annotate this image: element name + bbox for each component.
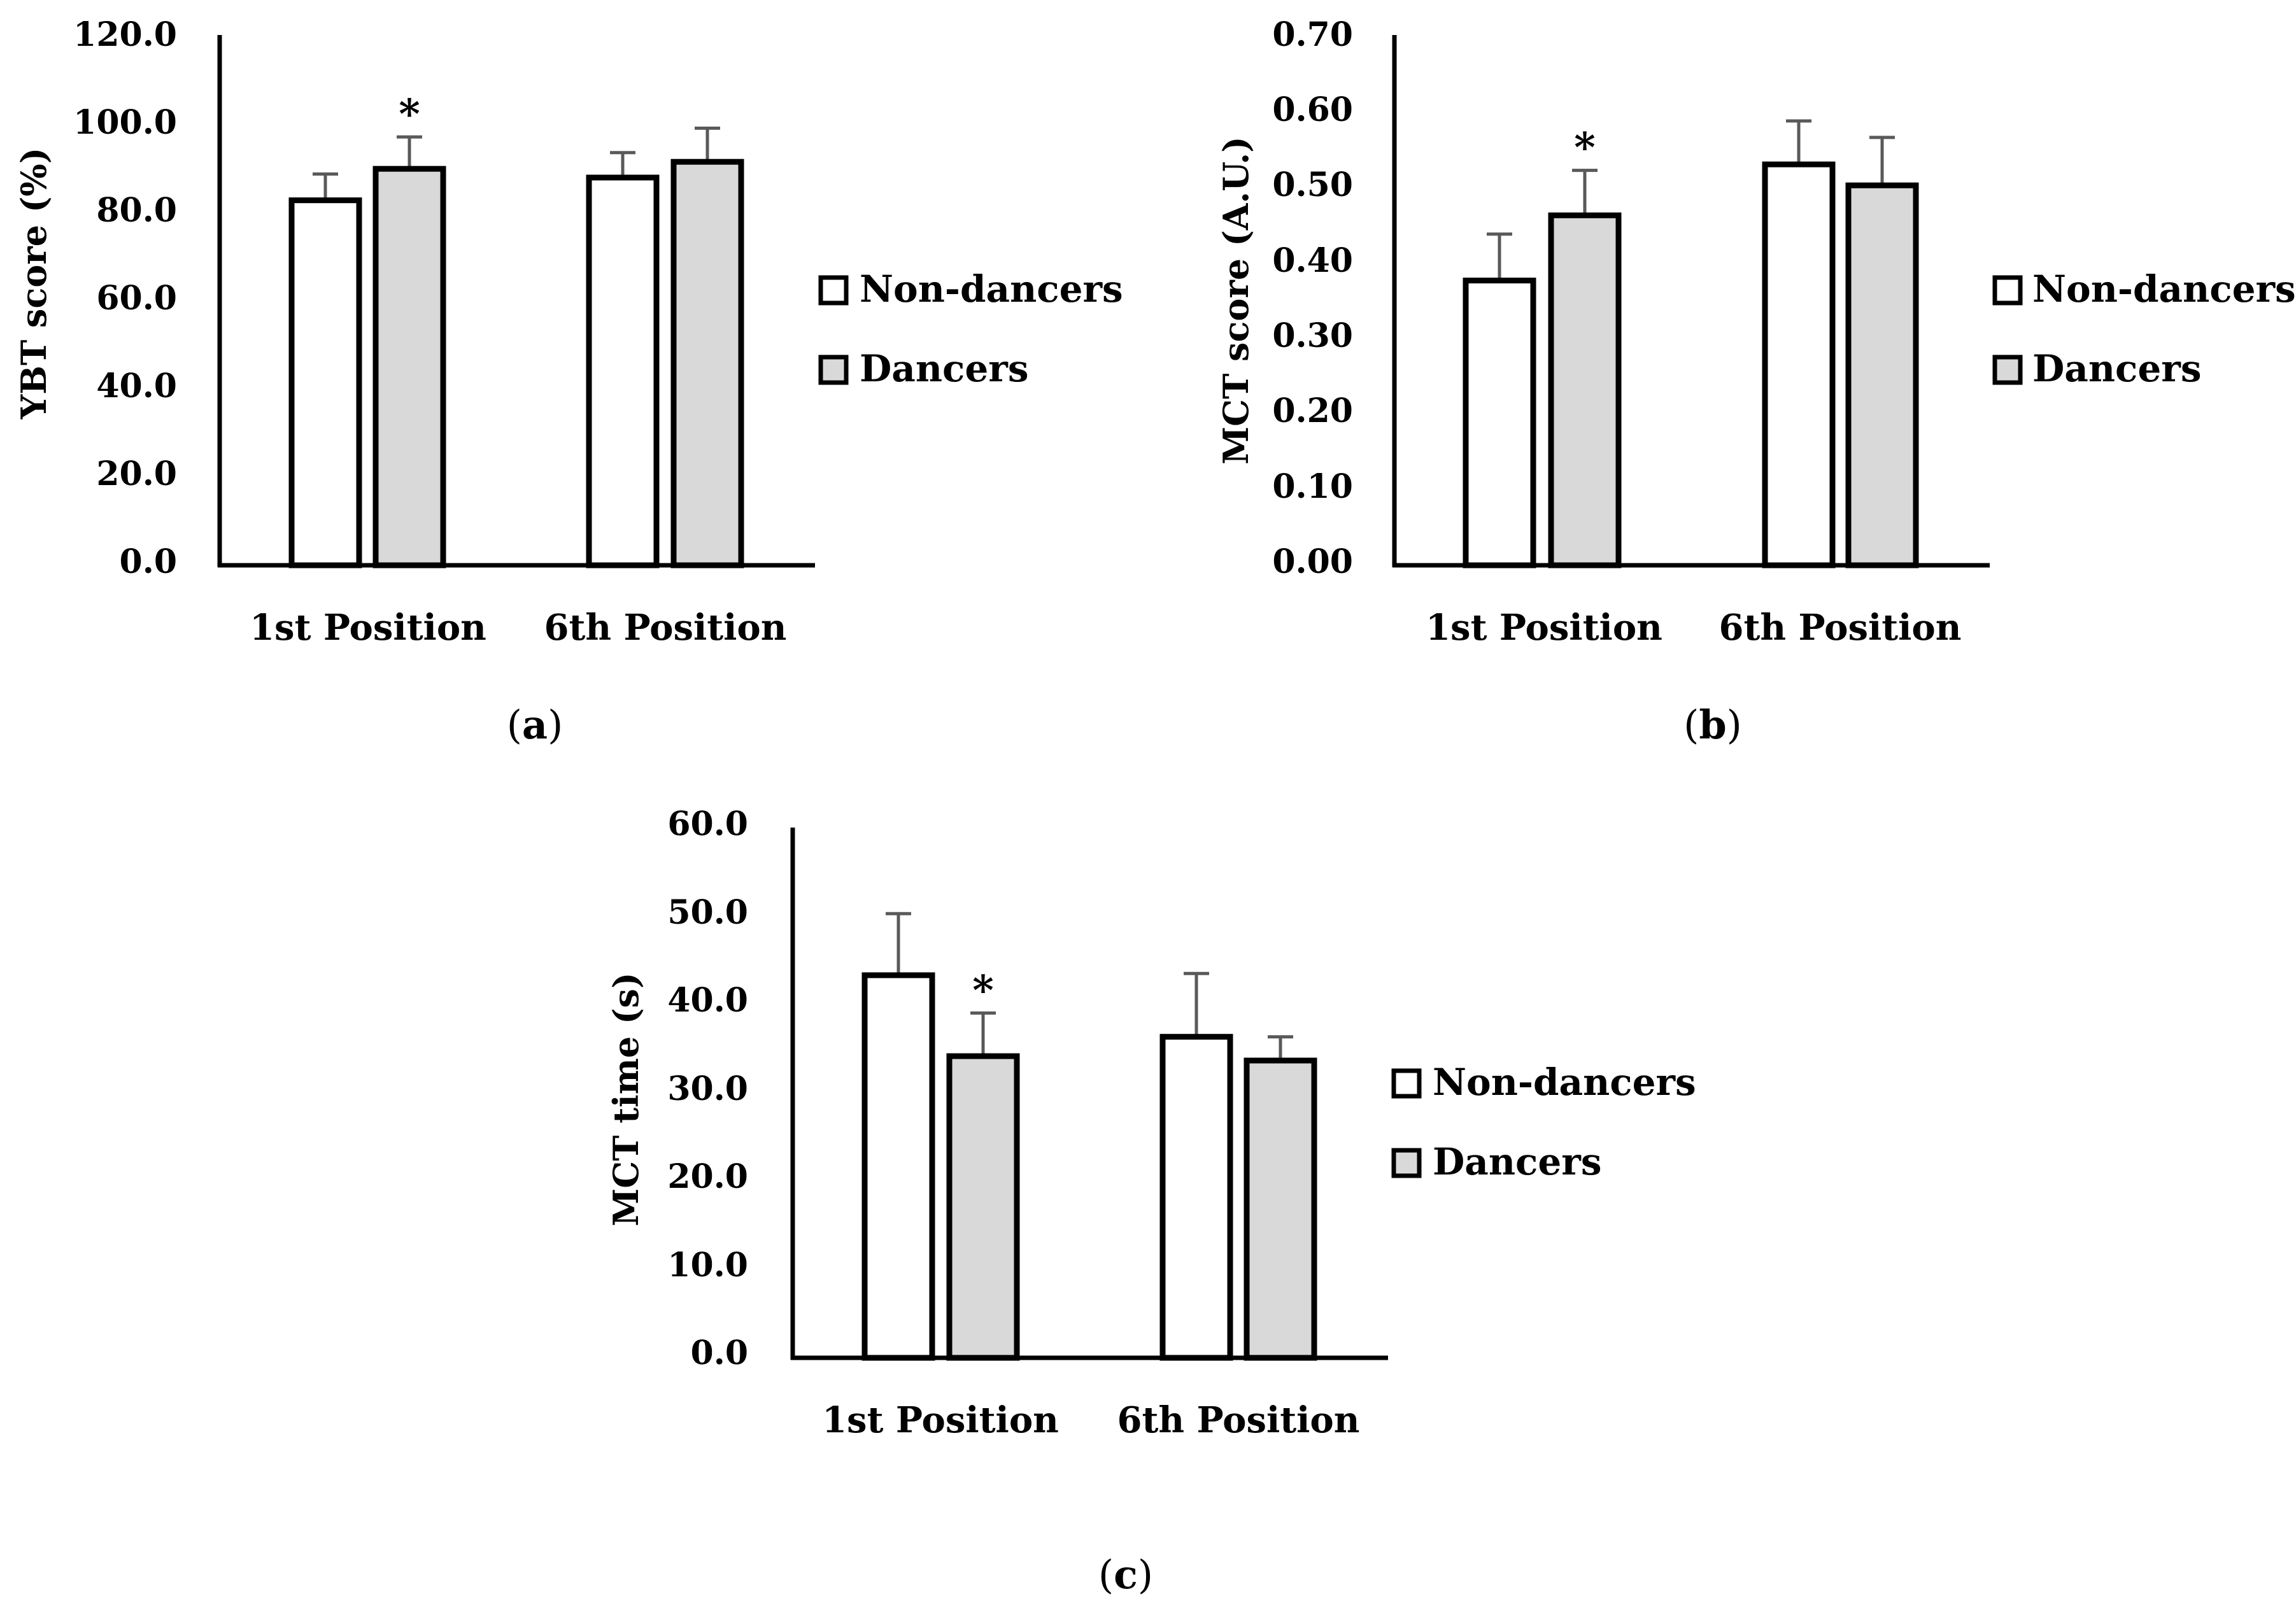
x-tick-label-1st-position: 1st Position [250,607,486,649]
bar-non-dancers [1159,1034,1233,1361]
legend-label-non-dancers: Non-dancers [860,267,1123,311]
y-tick-label: 20.0 [667,1157,748,1196]
y-tick-label: 0.70 [1272,15,1353,54]
panel-label-b: (b) [1683,702,1742,748]
x-tick-label-1st-position: 1st Position [1426,607,1662,649]
bars: * [1463,119,1919,568]
y-tick-label: 60.0 [96,279,177,318]
legend: Non-dancers Dancers [1391,1061,1696,1183]
y-tick-label: 100.0 [73,103,177,142]
legend-swatch-non-dancers [818,275,849,306]
y-tick-labels: 0.0 10.0 20.0 30.0 40.0 50.0 60.0 [667,805,748,1372]
y-tick-label: 10.0 [667,1246,748,1285]
y-tick-labels: 0.00 0.10 0.20 0.30 0.40 0.50 0.60 0.70 [1272,15,1353,581]
y-tick-label: 0.00 [1272,542,1353,581]
legend-swatch-dancers [1391,1148,1422,1178]
x-tick-label-6th-position: 6th Position [544,607,786,649]
legend-label-non-dancers: Non-dancers [2032,267,2296,311]
y-tick-label: 0.30 [1272,316,1353,355]
significance-asterisk: * [972,966,993,1014]
y-tick-label: 0.0 [120,542,177,581]
y-tick-label: 0.0 [691,1334,748,1372]
y-tick-label: 0.60 [1272,90,1353,129]
panel-letter: c [1114,1551,1138,1598]
y-tick-label: 0.40 [1272,241,1353,280]
y-tick-label: 0.10 [1272,467,1353,506]
y-axis-title: MCT score (A.U.) [1215,136,1256,464]
y-tick-label: 40.0 [667,981,748,1020]
y-tick-label: 40.0 [96,367,177,406]
y-tick-label: 50.0 [667,893,748,932]
bar-dancers [1548,212,1622,568]
panel-letter: b [1699,702,1726,748]
legend-label-non-dancers: Non-dancers [1433,1061,1696,1104]
bar-non-dancers [1463,278,1536,568]
bar-dancers [1845,182,1919,568]
bars: * [288,90,744,568]
bar-non-dancers [288,197,362,568]
panel-label-a: (a) [507,702,563,748]
y-axis-title: YBT score (%) [13,148,54,420]
legend: Non-dancers Dancers [1992,267,2296,390]
panel-label-c: (c) [1098,1551,1153,1598]
panel-letter: a [522,702,548,748]
legend-swatch-non-dancers [1992,275,2023,306]
x-tick-label-1st-position: 1st Position [822,1399,1059,1441]
legend-swatch-dancers [818,355,849,385]
x-tick-label-6th-position: 6th Position [1117,1399,1359,1441]
panel-a-ybt-score: YBT score (%) 0.0 20.0 40.0 60.0 80.0 10… [13,15,1123,748]
bar-dancers [1244,1057,1317,1361]
y-tick-label: 0.50 [1272,166,1353,204]
significance-asterisk: * [1574,124,1595,172]
y-tick-labels: 0.0 20.0 40.0 60.0 80.0 100.0 120.0 [73,15,177,581]
y-tick-label: 20.0 [96,455,177,493]
y-axis-title: MCT time (s) [606,973,646,1227]
panel-c-mct-time: MCT time (s) 0.0 10.0 20.0 30.0 40.0 50.… [606,805,1696,1598]
y-tick-label: 30.0 [667,1069,748,1108]
legend: Non-dancers Dancers [818,267,1123,390]
bars: * [861,912,1317,1361]
x-tick-label-6th-position: 6th Position [1718,607,1961,649]
legend-label-dancers: Dancers [2032,347,2201,390]
bar-dancers [946,1053,1020,1361]
bar-non-dancers [586,174,660,568]
y-tick-label: 60.0 [667,805,748,843]
legend-swatch-non-dancers [1391,1068,1422,1099]
y-tick-label: 80.0 [96,191,177,230]
panel-b-mct-score: MCT score (A.U.) 0.00 0.10 0.20 0.30 0.4… [1215,15,2296,748]
y-tick-label: 0.20 [1272,391,1353,430]
bar-non-dancers [861,972,935,1361]
y-tick-label: 120.0 [73,15,177,54]
significance-asterisk: * [399,90,420,138]
legend-swatch-dancers [1992,355,2023,385]
legend-label-dancers: Dancers [860,347,1028,390]
bar-dancers [670,159,744,568]
bar-dancers [372,166,446,568]
bar-non-dancers [1762,161,1836,568]
legend-label-dancers: Dancers [1433,1140,1601,1183]
